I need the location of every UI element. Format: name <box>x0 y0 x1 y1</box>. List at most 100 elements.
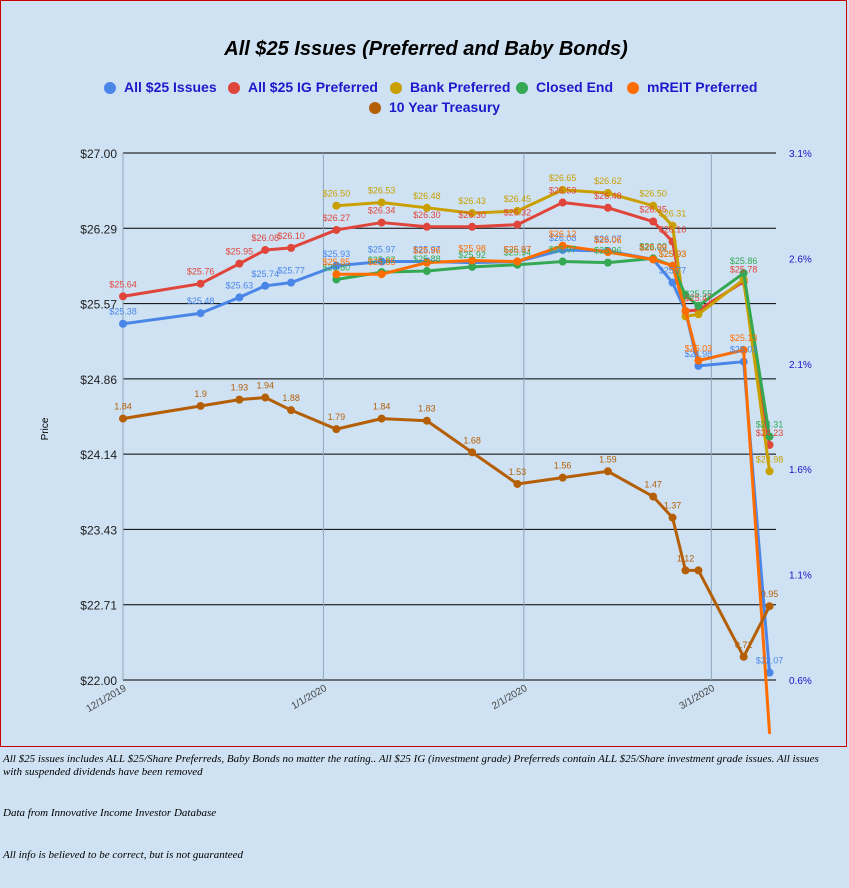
data-point <box>694 301 703 310</box>
data-label: $26.12 <box>549 229 577 239</box>
y2-tick-label: 3.1% <box>789 149 812 160</box>
data-label: $25.63 <box>226 280 254 290</box>
series-line <box>121 248 772 675</box>
data-label: $26.30 <box>458 210 486 220</box>
series-line <box>121 396 772 659</box>
y-tick-label: $24.14 <box>80 448 117 462</box>
data-point <box>422 416 431 425</box>
data-point <box>739 269 748 278</box>
x-tick-label: 2/1/2020 <box>490 683 530 712</box>
data-label: $26.53 <box>549 186 577 196</box>
data-point <box>694 310 703 319</box>
data-label: 1.94 <box>256 381 274 391</box>
data-label: $25.97 <box>368 245 396 255</box>
data-point <box>332 425 341 434</box>
legend: All $25 Issues All $25 IG Preferred Bank P… <box>104 79 757 115</box>
footnote-coverage: All $25 issues includes ALL $25/Share Pr… <box>3 753 819 778</box>
data-label: $26.65 <box>549 173 577 183</box>
data-point <box>558 241 567 250</box>
data-label: $26.31 <box>659 209 687 219</box>
data-point <box>694 566 703 575</box>
data-point <box>119 292 127 301</box>
y-tick-label: $22.00 <box>80 674 117 688</box>
legend-label: Closed End <box>536 79 613 95</box>
data-label: $25.94 <box>504 248 532 258</box>
data-label: $25.99 <box>639 242 667 252</box>
data-label: 1.12 <box>677 553 695 563</box>
data-label: $25.02 <box>730 345 758 355</box>
data-point <box>332 201 341 210</box>
data-point <box>649 492 658 501</box>
data-point <box>558 198 567 207</box>
data-label: $25.74 <box>251 269 279 279</box>
data-label: $25.93 <box>323 249 351 259</box>
data-label: $26.10 <box>277 231 305 241</box>
data-point <box>739 652 748 661</box>
label-layer: $25.38$25.48$25.63$25.74$25.77$25.93 $25.… <box>109 173 783 666</box>
legend-marker <box>627 82 639 94</box>
data-point <box>261 281 270 290</box>
data-point <box>513 220 522 229</box>
data-point <box>765 668 774 677</box>
legend-label: All $25 IG Preferred <box>248 79 378 95</box>
data-label: $25.13 <box>730 333 758 343</box>
data-label: $26.43 <box>458 196 486 206</box>
data-label: 1.53 <box>509 467 527 477</box>
data-label: $26.48 <box>413 191 441 201</box>
data-point <box>558 257 567 266</box>
data-label: $26.62 <box>594 176 622 186</box>
data-point <box>668 513 677 522</box>
data-point <box>603 248 612 257</box>
data-label: $23.98 <box>756 454 784 464</box>
y2-tick-label: 1.6% <box>789 465 812 476</box>
data-point <box>765 602 774 611</box>
data-label: $25.47 <box>685 293 713 303</box>
y2-tick-label: 1.1% <box>789 571 812 582</box>
data-point <box>513 206 522 215</box>
x-tick-label: 1/1/2020 <box>290 683 330 712</box>
data-label: $26.08 <box>549 233 577 243</box>
data-point <box>196 279 205 288</box>
data-label: $25.78 <box>730 265 758 275</box>
data-label: 1.93 <box>231 383 249 393</box>
data-point <box>332 225 341 234</box>
data-point <box>377 270 386 279</box>
data-point <box>235 395 244 404</box>
data-label: $26.45 <box>504 194 532 204</box>
data-label: $26.30 <box>413 210 441 220</box>
footnote-disclaimer: All info is believed to be correct, but … <box>3 849 244 861</box>
data-label: $25.97 <box>504 245 532 255</box>
data-label: $25.85 <box>368 257 396 267</box>
legend-label: All $25 Issues <box>124 79 217 95</box>
data-label: $26.07 <box>594 234 622 244</box>
y-tick-label: $26.29 <box>80 222 117 236</box>
data-label: $25.97 <box>504 245 532 255</box>
data-label: 1.84 <box>114 402 132 412</box>
data-point <box>513 257 522 266</box>
data-label: $25.86 <box>730 256 758 266</box>
data-label: $25.03 <box>685 344 713 354</box>
line-chart: $25.38$25.48$25.63$25.74$25.77$25.93 $25.… <box>40 38 812 735</box>
legend-label: Bank Preferred <box>410 79 510 95</box>
y2-tick-label: 0.6% <box>789 676 812 687</box>
data-label: $25.95 <box>226 247 254 257</box>
data-point <box>603 189 612 198</box>
y-tick-label: $23.43 <box>80 523 117 537</box>
data-label: $26.02 <box>639 242 667 252</box>
data-point <box>668 261 677 270</box>
data-point <box>261 245 270 254</box>
data-label: 1.68 <box>463 435 481 445</box>
data-point <box>649 201 658 210</box>
data-label: $26.27 <box>323 213 351 223</box>
data-label: 1.59 <box>599 454 617 464</box>
data-label: $25.77 <box>277 266 305 276</box>
data-point <box>681 291 690 300</box>
data-point <box>603 467 612 476</box>
x-tick-label: 3/1/2020 <box>678 683 718 712</box>
data-point <box>681 566 690 575</box>
data-label: $26.35 <box>639 205 667 215</box>
footnote-source: Data from Innovative Income Investor Dat… <box>3 807 217 819</box>
data-point <box>468 222 477 231</box>
data-label: $26.34 <box>368 206 396 216</box>
data-point <box>649 255 658 264</box>
